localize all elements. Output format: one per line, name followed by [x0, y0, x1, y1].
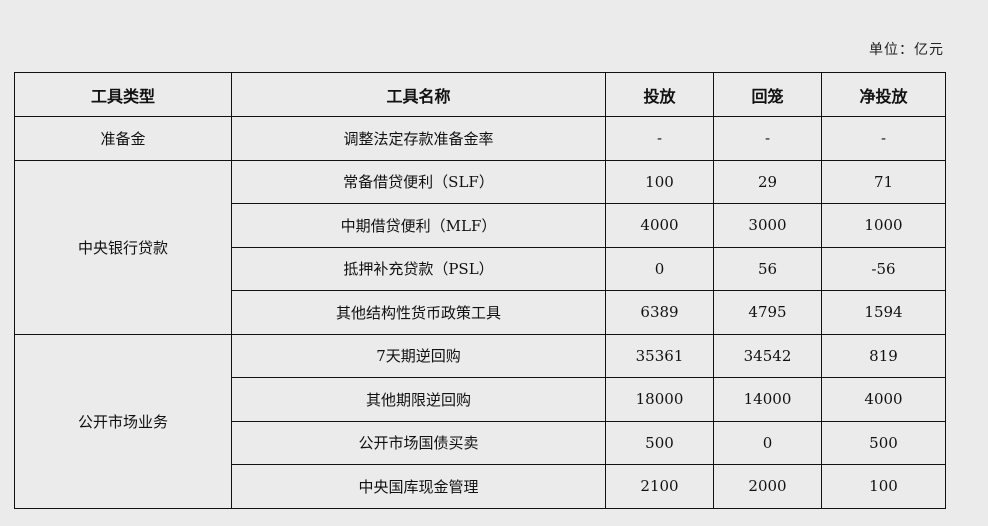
withdraw-cell: - — [713, 116, 822, 161]
net-cell: 1594 — [821, 290, 946, 335]
net-cell: -56 — [821, 246, 946, 291]
tool-name-cell: 中央国库现金管理 — [231, 464, 606, 509]
net-cell: 819 — [821, 333, 946, 378]
header-tool-name: 工具名称 — [231, 72, 606, 117]
withdraw-cell: 14000 — [713, 377, 822, 422]
table-row: 准备金 调整法定存款准备金率 - - - — [14, 116, 946, 161]
issue-cell: 4000 — [605, 203, 714, 248]
tool-name-cell: 公开市场国债买卖 — [231, 420, 606, 465]
tool-type-cell: 准备金 — [14, 116, 232, 161]
header-row: 工具类型 工具名称 投放 回笼 净投放 — [14, 72, 946, 117]
issue-cell: 18000 — [605, 377, 714, 422]
withdraw-cell: 4795 — [713, 290, 822, 335]
withdraw-cell: 3000 — [713, 203, 822, 248]
issue-cell: 6389 — [605, 290, 714, 335]
withdraw-cell: 34542 — [713, 333, 822, 378]
withdraw-cell: 56 — [713, 246, 822, 291]
table-row: 其他结构性货币政策工具 6389 4795 1594 — [15, 290, 946, 335]
tool-name-cell: 7天期逆回购 — [231, 333, 606, 378]
withdraw-cell: 2000 — [713, 464, 822, 509]
net-cell: 100 — [821, 464, 946, 509]
net-cell: 1000 — [821, 203, 946, 248]
tool-name-cell: 其他结构性货币政策工具 — [231, 290, 606, 335]
table-row: 中期借贷便利（MLF） 4000 3000 1000 — [15, 203, 946, 248]
net-cell: 4000 — [821, 377, 946, 422]
issue-cell: 2100 — [605, 464, 714, 509]
tool-name-cell: 调整法定存款准备金率 — [231, 116, 606, 161]
table-row: 抵押补充贷款（PSL） 0 56 -56 — [15, 246, 946, 291]
header-issue: 投放 — [605, 72, 714, 117]
tool-name-cell: 其他期限逆回购 — [231, 377, 606, 422]
tool-type-cell: 中央银行贷款 — [14, 159, 232, 335]
issue-cell: - — [605, 116, 714, 161]
table-row: 中央银行贷款 常备借贷便利（SLF） 100 29 71 — [14, 159, 946, 335]
header-withdraw: 回笼 — [713, 72, 822, 117]
header-tool-type: 工具类型 — [14, 72, 232, 117]
table-row: 公开市场业务 7天期逆回购 35361 34542 819 — [14, 333, 946, 509]
net-cell: 71 — [821, 159, 946, 204]
issue-cell: 100 — [605, 159, 714, 204]
tool-name-cell: 抵押补充贷款（PSL） — [231, 246, 606, 291]
tool-name-cell: 常备借贷便利（SLF） — [231, 159, 606, 204]
issue-cell: 500 — [605, 420, 714, 465]
table-row: 中央国库现金管理 2100 2000 100 — [15, 464, 946, 509]
header-net: 净投放 — [821, 72, 946, 117]
monetary-policy-tools-table: 工具类型 工具名称 投放 回笼 净投放 准备金 调整法定存款准备金率 - - - 中央银行… — [14, 72, 946, 509]
tool-name-cell: 中期借贷便利（MLF） — [231, 203, 606, 248]
tool-type-cell: 公开市场业务 — [14, 333, 232, 509]
net-cell: 500 — [821, 420, 946, 465]
withdraw-cell: 0 — [713, 420, 822, 465]
issue-cell: 35361 — [605, 333, 714, 378]
withdraw-cell: 29 — [713, 159, 822, 204]
net-cell: - — [821, 116, 946, 161]
issue-cell: 0 — [605, 246, 714, 291]
table-row: 公开市场国债买卖 500 0 500 — [15, 420, 946, 465]
unit-label: 单位：亿元 — [869, 42, 944, 58]
